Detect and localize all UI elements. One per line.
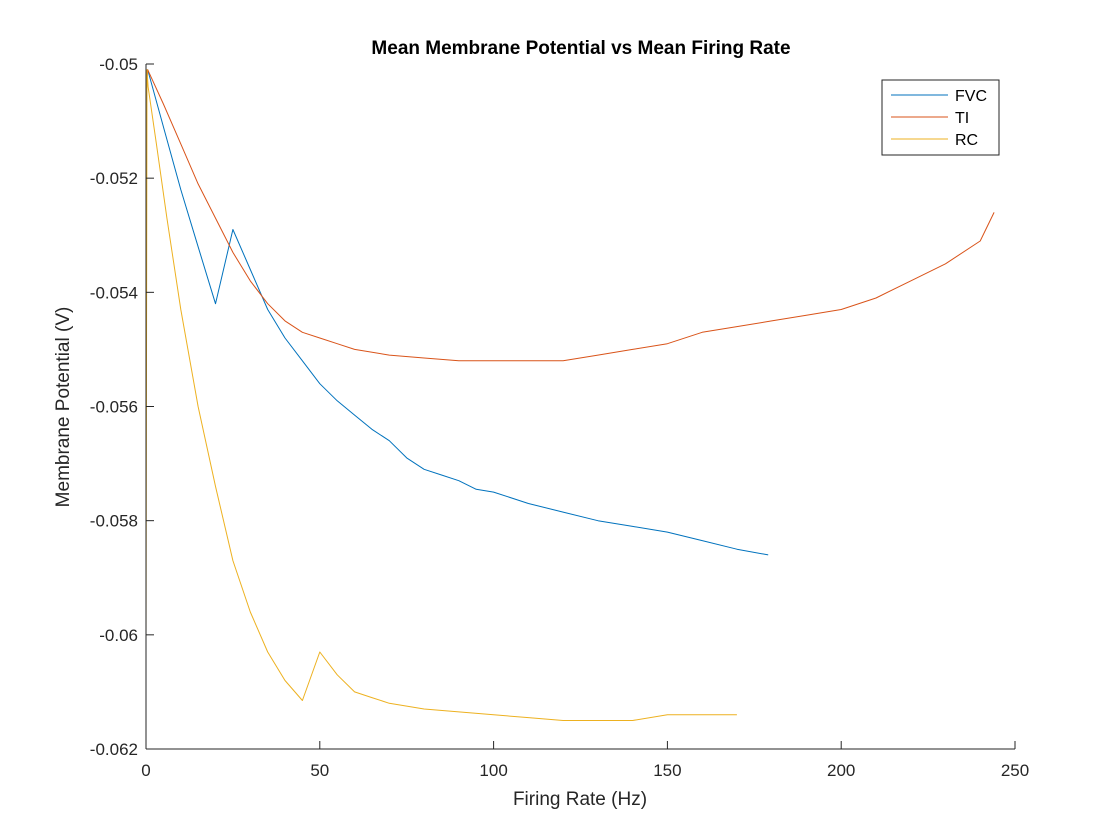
series-line-ti bbox=[146, 69, 995, 362]
x-tick-label: 100 bbox=[479, 761, 507, 780]
legend-label-fvc: FVC bbox=[955, 88, 987, 105]
series-line-rc bbox=[146, 69, 737, 721]
legend-label-rc: RC bbox=[955, 132, 978, 149]
x-axis-label: Firing Rate (Hz) bbox=[513, 789, 647, 810]
series-line-fvc bbox=[146, 69, 769, 556]
y-tick-label: -0.05 bbox=[99, 55, 138, 74]
chart-title: Mean Membrane Potential vs Mean Firing R… bbox=[371, 38, 790, 59]
x-tick-label: 50 bbox=[310, 761, 329, 780]
y-ticks: -0.062 -0.06 -0.058 -0.056 -0.054 -0.052 -0.05 bbox=[90, 55, 154, 759]
series-layer bbox=[146, 69, 995, 721]
y-tick-label: -0.056 bbox=[90, 398, 138, 417]
x-tick-label: 150 bbox=[653, 761, 681, 780]
y-tick-label: -0.054 bbox=[90, 283, 138, 302]
y-tick-label: -0.062 bbox=[90, 740, 138, 759]
plot-area: 0 50 100 150 200 250 -0.062-0.06-0.058-0.056-… bbox=[90, 55, 1029, 780]
x-ticks: 0 50 100 150 200 250 bbox=[141, 741, 1029, 780]
legend: FVC TI RC bbox=[881, 79, 1000, 156]
y-tick-label: -0.052 bbox=[90, 169, 138, 188]
x-tick-label: 250 bbox=[1001, 761, 1029, 780]
x-tick-label: 0 bbox=[141, 761, 150, 780]
legend-label-ti: TI bbox=[955, 110, 969, 127]
y-axis-label: Membrane Potential (V) bbox=[53, 307, 74, 508]
y-tick-label: -0.058 bbox=[90, 512, 138, 531]
y-tick-label: -0.06 bbox=[99, 626, 138, 645]
x-tick-label: 200 bbox=[827, 761, 855, 780]
